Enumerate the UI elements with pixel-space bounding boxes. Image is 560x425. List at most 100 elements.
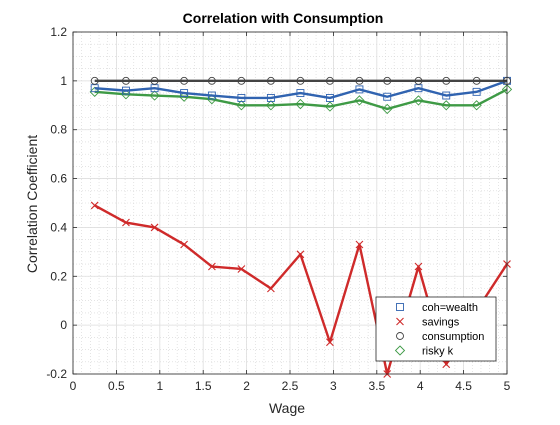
data-point-risky-k bbox=[236, 100, 247, 111]
data-point-consumption bbox=[383, 76, 392, 85]
data-point-consumption bbox=[355, 76, 364, 85]
tick-labels: 0 0.5 1 1.5 2 2.5 3 3.5 4 4.5 5-0.200.20.40.60.811… bbox=[46, 25, 510, 393]
data-point-consumption bbox=[180, 76, 189, 85]
data-point-consumption bbox=[90, 76, 99, 85]
x-stroke bbox=[267, 284, 275, 293]
legend: coh=wealth savings consumption risky k bbox=[375, 296, 497, 362]
legend-marker-risky-k bbox=[394, 345, 406, 356]
data-point-risky-k bbox=[471, 100, 482, 111]
y-axis-label: Correlation Coefficient bbox=[24, 135, 40, 273]
data-point-consumption bbox=[325, 76, 334, 85]
x-stroke bbox=[122, 218, 130, 227]
data-point-consumption bbox=[442, 76, 451, 85]
data-point-risky-k bbox=[206, 94, 218, 105]
y-tick-label: 0.8 bbox=[50, 123, 67, 137]
data-point-risky-k bbox=[295, 98, 306, 110]
data-point-savings bbox=[296, 250, 305, 259]
data-point-risky-k bbox=[324, 101, 336, 112]
data-point-consumption bbox=[414, 76, 423, 85]
data-point-risky-k bbox=[120, 89, 132, 100]
data-point-consumption bbox=[207, 76, 216, 85]
legend-item-risky-k: risky k bbox=[394, 345, 454, 358]
y-tick-label: 0 bbox=[60, 318, 67, 332]
y-tick-label: 0.2 bbox=[50, 269, 67, 283]
x-stroke bbox=[90, 201, 99, 210]
x-stroke bbox=[396, 317, 404, 326]
y-tick-label: 0.4 bbox=[50, 220, 67, 234]
data-point-consumption bbox=[150, 76, 159, 85]
x-tick-label: 0 bbox=[70, 379, 77, 393]
data-point-savings bbox=[207, 262, 216, 271]
data-point-risky-k bbox=[413, 95, 424, 106]
data-point-savings bbox=[237, 265, 246, 273]
x-tick-label: 3.5 bbox=[368, 379, 385, 393]
y-tick-label: -0.2 bbox=[46, 367, 67, 381]
legend-label-coh-wealth: coh=wealth bbox=[422, 302, 478, 314]
data-point-coh-wealth bbox=[442, 91, 451, 100]
x-stroke bbox=[237, 265, 246, 273]
legend-marker-consumption bbox=[396, 332, 404, 340]
x-stroke bbox=[296, 250, 305, 259]
data-point-consumption bbox=[121, 76, 130, 85]
data-point-savings bbox=[150, 223, 159, 232]
data-point-coh-wealth bbox=[296, 89, 305, 98]
y-tick-label: 1.2 bbox=[50, 25, 67, 39]
data-point-coh-wealth bbox=[325, 94, 334, 102]
data-point-consumption bbox=[296, 76, 305, 85]
x-tick-label: 0.5 bbox=[108, 379, 125, 393]
data-point-risky-k bbox=[382, 103, 393, 115]
x-tick-label: 2.5 bbox=[282, 379, 299, 393]
x-stroke bbox=[180, 240, 188, 249]
data-point-coh-wealth bbox=[383, 92, 392, 101]
data-point-savings bbox=[267, 284, 275, 293]
legend-marker-savings bbox=[396, 317, 404, 326]
series-layer bbox=[89, 76, 513, 378]
data-point-consumption bbox=[472, 76, 481, 85]
x-stroke bbox=[355, 240, 364, 249]
y-tick-label: 1 bbox=[60, 74, 67, 88]
data-point-risky-k bbox=[89, 86, 100, 97]
x-stroke bbox=[150, 223, 159, 232]
legend-label-consumption: consumption bbox=[422, 331, 484, 343]
data-point-coh-wealth bbox=[207, 91, 216, 100]
data-point-risky-k bbox=[354, 95, 365, 106]
data-point-coh-wealth bbox=[180, 89, 189, 98]
data-point-coh-wealth bbox=[121, 86, 130, 95]
data-point-risky-k bbox=[265, 100, 277, 111]
x-tick-label: 1.5 bbox=[195, 379, 212, 393]
series-line-coh-wealth bbox=[94, 79, 508, 100]
x-tick-label: 2 bbox=[243, 379, 250, 393]
legend-item-consumption: consumption bbox=[396, 331, 484, 343]
axes bbox=[72, 31, 508, 375]
x-tick-label: 4.5 bbox=[455, 379, 472, 393]
data-point-savings bbox=[180, 240, 188, 249]
data-point-risky-k bbox=[178, 91, 190, 102]
data-point-coh-wealth bbox=[237, 94, 246, 102]
data-point-consumption bbox=[237, 76, 246, 85]
x-tick-label: 3 bbox=[330, 379, 337, 393]
legend-marker-coh-wealth bbox=[396, 303, 404, 311]
series-line-risky-k bbox=[94, 88, 508, 111]
data-point-savings bbox=[414, 262, 423, 271]
y-tick-label: 0.6 bbox=[50, 172, 67, 186]
x-stroke bbox=[442, 360, 451, 369]
legend-item-coh-wealth: coh=wealth bbox=[396, 302, 478, 314]
x-tick-label: 4 bbox=[417, 379, 424, 393]
data-point-savings bbox=[355, 240, 364, 249]
series-consumption bbox=[90, 76, 511, 85]
series-risky-k bbox=[89, 84, 513, 115]
data-point-savings bbox=[122, 218, 130, 227]
legend-label-savings: savings bbox=[422, 317, 460, 329]
data-point-risky-k bbox=[441, 100, 452, 111]
legend-label-risky-k: risky k bbox=[422, 346, 454, 358]
chart-title: Correlation with Consumption bbox=[183, 10, 384, 26]
x-stroke bbox=[414, 262, 423, 271]
data-point-savings bbox=[90, 201, 99, 210]
legend-item-savings: savings bbox=[396, 317, 460, 329]
x-tick-label: 5 bbox=[504, 379, 511, 393]
x-axis-label: Wage bbox=[269, 400, 305, 416]
x-tick-label: 1 bbox=[156, 379, 163, 393]
data-point-coh-wealth bbox=[472, 87, 481, 96]
